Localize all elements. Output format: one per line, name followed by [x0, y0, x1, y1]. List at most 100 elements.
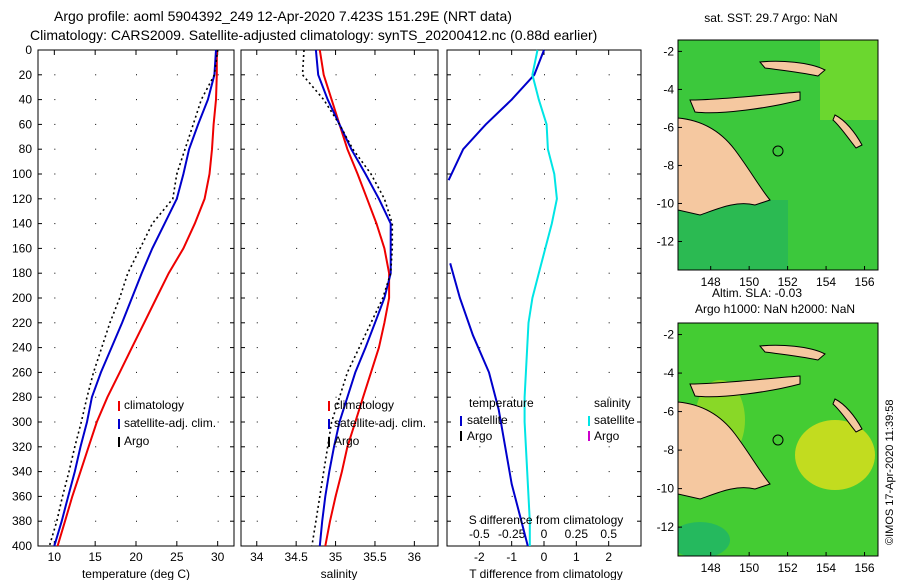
s-diff-tick-label: 0: [541, 527, 548, 541]
series-temperature-satellite: [447, 49, 545, 547]
difference-legend: temperature salinity satellite Argo sate…: [460, 396, 635, 443]
t-difference-xlabel: T difference from climatology: [469, 567, 623, 580]
depth-tick-label: 200: [12, 291, 32, 305]
x-tick-label: 15: [88, 550, 102, 564]
sla-map-subtitle: Argo h1000: NaN h2000: NaN: [695, 302, 855, 316]
depth-tick-label: 160: [12, 241, 32, 255]
legend-sal-satellite: satellite: [594, 413, 635, 427]
map-lat-label: -2: [663, 328, 674, 342]
depth-tick-label: 20: [19, 68, 33, 82]
difference-panel: -2 -1 0 1 2 -0.5 -0.25 0 0.25 0.5 S difference f…: [446, 49, 642, 580]
legend-sal-argo: Argo: [594, 429, 620, 443]
map-lon-label: 152: [778, 275, 798, 289]
depth-tick-label: 280: [12, 390, 32, 404]
s-diff-tick-label: -0.25: [498, 527, 526, 541]
x-tick-label: 30: [211, 550, 225, 564]
depth-tick-label: 300: [12, 415, 32, 429]
depth-tick-label: 400: [12, 539, 32, 553]
series-satellite-adj-clim-: [53, 49, 217, 547]
t-difference-x-ticks: -2 -1 0 1 2: [447, 49, 641, 564]
depth-tick-label: 100: [12, 167, 32, 181]
depth-tick-label: 80: [19, 142, 33, 156]
s-diff-tick-label: 0.25: [565, 527, 589, 541]
new-guinea-land: [678, 401, 771, 500]
bougainville-land: [832, 398, 863, 433]
x-tick-label: 25: [170, 550, 184, 564]
map-lon-label: 156: [855, 561, 875, 575]
salinity-x-ticks: 34 34.5 35 35.5 36: [241, 49, 438, 564]
map-lon-label: 148: [701, 561, 721, 575]
depth-tick-label: 120: [12, 192, 32, 206]
map-lat-label: -8: [663, 158, 674, 172]
x-tick-label: 0: [541, 550, 548, 564]
legend-title-salinity: salinity: [594, 396, 631, 410]
s-diff-tick-label: -0.5: [469, 527, 490, 541]
x-tick-label: 2: [605, 550, 612, 564]
new-guinea-land: [678, 117, 771, 216]
depth-tick-label: 380: [12, 514, 32, 528]
legend-climatology: climatology: [124, 398, 184, 412]
depth-tick-label: 240: [12, 341, 32, 355]
depth-tick-label: 180: [12, 266, 32, 280]
series-argo: [48, 49, 219, 547]
map-lon-label: 152: [778, 561, 798, 575]
legend-satellite: satellite-adj. clim.: [334, 416, 426, 430]
map-lat-label: -6: [663, 405, 674, 419]
map-lat-label: -10: [657, 196, 675, 210]
s-difference-ticks: -0.5 -0.25 0 0.25 0.5: [469, 527, 617, 541]
title-line2: Climatology: CARS2009. Satellite-adjuste…: [30, 27, 597, 43]
depth-tick-label: 140: [12, 217, 32, 231]
new-ireland-land: [759, 344, 826, 361]
depth-tick-label: 40: [19, 93, 33, 107]
legend-temp-argo: Argo: [467, 429, 493, 443]
depth-y-ticks: 0 20 40 60 80 100 120 140 160 180 200 220 240 260 280 3…: [12, 43, 32, 553]
depth-tick-label: 260: [12, 365, 32, 379]
x-tick-label: 34: [250, 550, 264, 564]
map-lon-label: 154: [816, 561, 836, 575]
map-lat-label: -12: [657, 520, 675, 534]
temperature-xlabel: temperature (deg C): [82, 567, 190, 580]
x-tick-label: 20: [129, 550, 143, 564]
series-satellite-adj-clim-: [314, 49, 392, 547]
sst-map-ticks: 148 150 152 154 156 -2 -4 -6 -8 -10 -12: [657, 44, 875, 289]
depth-tick-label: 360: [12, 489, 32, 503]
salinity-lines: [301, 49, 394, 547]
sla-map: Argo h1000: NaN h2000: NaN 148 150 152 154 1…: [657, 302, 879, 575]
map-lon-label: 156: [855, 275, 875, 289]
x-tick-label: -1: [506, 550, 517, 564]
depth-tick-label: 0: [25, 43, 32, 57]
temperature-legend: climatology satellite-adj. clim. Argo: [118, 398, 216, 448]
depth-tick-label: 340: [12, 465, 32, 479]
map-lat-label: -4: [663, 82, 674, 96]
difference-lines: [447, 49, 558, 547]
map-lat-label: -6: [663, 120, 674, 134]
sla-high-patch: [795, 420, 875, 490]
legend-argo: Argo: [124, 434, 150, 448]
map-lat-label: -4: [663, 366, 674, 380]
series-salinity-satellite: [523, 49, 558, 546]
depth-tick-label: 220: [12, 316, 32, 330]
x-tick-label: 10: [48, 550, 62, 564]
temperature-x-ticks: 10 15 20 25 30: [38, 49, 234, 564]
sst-map: sat. SST: 29.7 Argo: NaN 148 150 152 154 156…: [657, 11, 879, 300]
map-lat-label: -2: [663, 44, 674, 58]
new-ireland-land: [759, 60, 826, 77]
series-argo: [301, 49, 394, 547]
salinity-legend: climatology satellite-adj. clim. Argo: [328, 398, 426, 448]
map-lat-label: -10: [657, 482, 675, 496]
legend-title-temperature: temperature: [469, 396, 534, 410]
legend-temp-satellite: satellite: [467, 413, 508, 427]
series-climatology: [318, 49, 391, 547]
x-tick-label: -2: [474, 550, 485, 564]
map-lat-label: -8: [663, 443, 674, 457]
map-lon-label: 148: [701, 275, 721, 289]
new-britain-land: [689, 91, 801, 114]
sla-low-patch: [678, 522, 730, 556]
x-tick-label: 35.5: [363, 550, 387, 564]
imos-watermark: ©IMOS 17-Apr-2020 11:39:58: [884, 400, 896, 545]
salinity-panel: 34 34.5 35 35.5 36 salinity climatology sate…: [240, 49, 439, 580]
argo-location-marker: [772, 145, 784, 157]
sla-map-title: Altim. SLA: -0.03: [712, 286, 802, 300]
map-lon-label: 150: [739, 275, 759, 289]
